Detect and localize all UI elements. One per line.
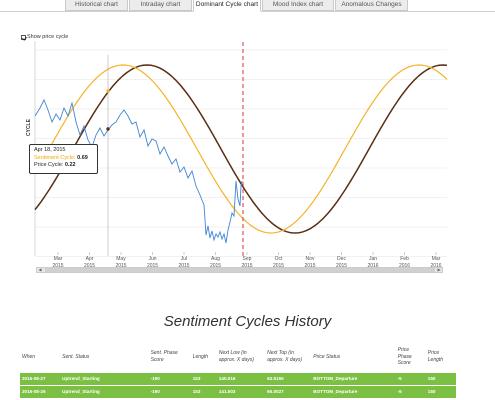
- x-tick-year-label: 2015: [178, 263, 189, 269]
- x-tick-month-label: Mar: [54, 256, 63, 262]
- col-length: Length: [192, 353, 209, 360]
- price-cycle-line: [34, 64, 448, 234]
- cell-next-low: 141.503: [216, 384, 266, 398]
- cell-sent-status: Uptrend_Starting: [60, 371, 149, 385]
- table-row: 2015-08-26 Uptrend_Starting -190 153 141…: [20, 384, 456, 398]
- chart-scrollbar[interactable]: ◀ ▶: [36, 267, 443, 273]
- cell-price-status: BOTTOM_Departure: [311, 371, 396, 385]
- tooltip-sentiment-value: 0.69: [77, 154, 88, 161]
- cell-sent-status: Uptrend_Starting: [60, 384, 149, 398]
- x-tick-month-label: Nov: [306, 256, 315, 262]
- cell-sent-phase-score: -190: [148, 384, 191, 398]
- cell-when: 2015-08-26: [20, 384, 61, 398]
- cell-length: 153: [190, 371, 217, 385]
- col-next-low: Next Low (in approx. X days): [218, 350, 254, 363]
- x-tick-year-label: 2016: [430, 263, 441, 269]
- x-tick-month-label: Jan: [369, 256, 377, 262]
- x-tick-year-label: 2015: [84, 263, 95, 269]
- cell-price-length: 150: [425, 384, 456, 398]
- cell-price-phase-score: -5: [395, 384, 426, 398]
- x-tick-month-label: Dec: [337, 256, 346, 262]
- sentiment-highlight-point: [106, 89, 110, 93]
- history-table: When Sent. Status Sent. Phase Score Leng…: [20, 342, 456, 398]
- x-tick-month-label: Sep: [243, 256, 252, 262]
- x-tick-year-label: 2015: [147, 263, 158, 269]
- show-price-cycle[interactable]: Show price cycle: [21, 34, 68, 40]
- cell-sent-phase-score: -190: [148, 371, 191, 385]
- chart-tooltip: Apr 18, 2015 Sentiment Cycle: 0.69 Price…: [29, 144, 98, 174]
- x-tick-month-label: May: [116, 256, 126, 262]
- x-tick-year-label: 2015: [336, 263, 347, 269]
- x-tick-month-label: Apr: [86, 256, 94, 262]
- col-sent-status: Sent. Status: [62, 353, 90, 360]
- x-tick-year-label: 2015: [241, 263, 252, 269]
- cell-length: 153: [190, 384, 217, 398]
- sentiment-cycle-line: [34, 64, 448, 234]
- y-axis-label: CYCLE: [26, 118, 32, 136]
- x-tick-month-label: Oct: [275, 256, 283, 262]
- price-highlight-point: [106, 127, 110, 131]
- x-tick-year-label: 2016: [367, 263, 378, 269]
- scroll-left-icon[interactable]: ◀: [38, 267, 42, 272]
- history-title: Sentiment Cycles History: [163, 313, 332, 330]
- x-tick-year-label: 2015: [52, 263, 63, 269]
- tooltip-sentiment-label: Sentiment Cycle:: [34, 154, 76, 161]
- show-price-cycle-label: Show price cycle: [27, 34, 69, 40]
- chart-tabs: Historical chart Intraday chart Dominant…: [0, 0, 495, 12]
- scroll-right-icon[interactable]: ▶: [437, 267, 441, 272]
- cell-next-top: 65.0027: [265, 384, 312, 398]
- x-tick-year-label: 2015: [304, 263, 315, 269]
- col-next-top: Next Top (in approx. X days): [267, 350, 303, 363]
- col-price-status: Price Status: [313, 353, 341, 360]
- x-tick-year-label: 2015: [210, 263, 221, 269]
- tab-mood-index-chart[interactable]: Mood Index chart: [262, 0, 334, 11]
- cell-price-status: BOTTOM_Departure: [311, 384, 396, 398]
- x-tick-year-label: 2016: [399, 263, 410, 269]
- x-tick-month-label: Jul: [181, 256, 187, 262]
- tab-intraday-chart[interactable]: Intraday chart: [129, 0, 192, 11]
- x-tick-year-label: 2015: [115, 263, 126, 269]
- chart-grid: [35, 49, 447, 257]
- x-tick-month-label: Feb: [400, 256, 409, 262]
- x-tick-year-label: 2015: [273, 263, 284, 269]
- tooltip-date: Apr 18, 2015: [34, 147, 66, 153]
- x-tick-month-label: Jun: [148, 256, 156, 262]
- table-row: 2015-08-27 Uptrend_Starting -190 153 140…: [20, 371, 456, 385]
- x-tick-month-label: Mar: [432, 256, 441, 262]
- tab-historical-chart[interactable]: Historical chart: [65, 0, 128, 11]
- cell-next-top: 63.5155: [265, 371, 312, 385]
- x-tick-month-label: Aug: [211, 256, 220, 262]
- tab-dominant-cycle-chart[interactable]: Dominant Cycle chart: [193, 0, 261, 12]
- col-price-phase-score: Price Phase Score: [397, 347, 412, 366]
- col-when: When: [22, 353, 36, 360]
- col-sent-phase-score: Sent. Phase Score: [150, 350, 178, 363]
- x-axis-ticks: Mar2015Apr2015May2015Jun2015Jul2015Aug20…: [52, 252, 442, 269]
- show-price-cycle-checkbox[interactable]: [21, 34, 26, 40]
- tooltip-price-value: 0.22: [64, 162, 76, 168]
- col-price-length: Price Length: [427, 350, 444, 363]
- cell-price-phase-score: -5: [395, 371, 426, 385]
- dominant-cycle-chart[interactable]: CYCLE Mar2015Apr2015May2015Jun2015Jul201…: [0, 40, 495, 272]
- history-header-row: When Sent. Status Sent. Phase Score Leng…: [20, 342, 456, 372]
- tooltip-price-label: Price Cycle:: [34, 162, 64, 168]
- stock-price-line: [34, 98, 243, 244]
- cell-when: 2015-08-27: [20, 371, 61, 385]
- cell-next-low: 140.016: [216, 371, 266, 385]
- scrollbar-thumb[interactable]: [45, 268, 435, 272]
- tab-anomalous-changes[interactable]: Anomalous Changes: [335, 0, 408, 11]
- cell-price-length: 150: [425, 371, 456, 385]
